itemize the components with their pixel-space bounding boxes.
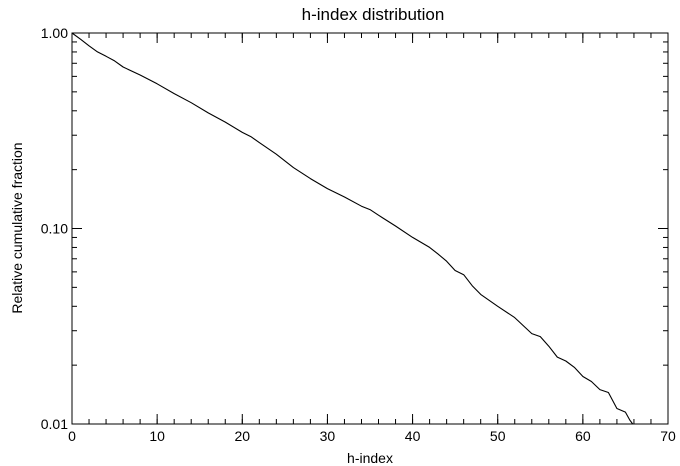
y-tick-label: 0.10 <box>41 221 68 237</box>
x-tick-label: 40 <box>405 428 421 444</box>
x-tick-label: 30 <box>320 428 336 444</box>
y-tick-label: 0.01 <box>41 416 68 432</box>
x-tick-label: 60 <box>575 428 591 444</box>
x-tick-label: 50 <box>490 428 506 444</box>
plot-frame <box>71 32 669 425</box>
chart-title: h-index distribution <box>302 5 445 24</box>
x-tick-label: 70 <box>660 428 676 444</box>
x-tick-label: 10 <box>149 428 165 444</box>
x-tick-label: 20 <box>234 428 250 444</box>
y-axis-label: Relative cumulative fraction <box>9 142 25 313</box>
x-tick-label: 0 <box>68 428 76 444</box>
series-line <box>71 32 634 425</box>
x-axis-label: h-index <box>347 450 393 466</box>
y-tick-label: 1.00 <box>41 25 68 41</box>
